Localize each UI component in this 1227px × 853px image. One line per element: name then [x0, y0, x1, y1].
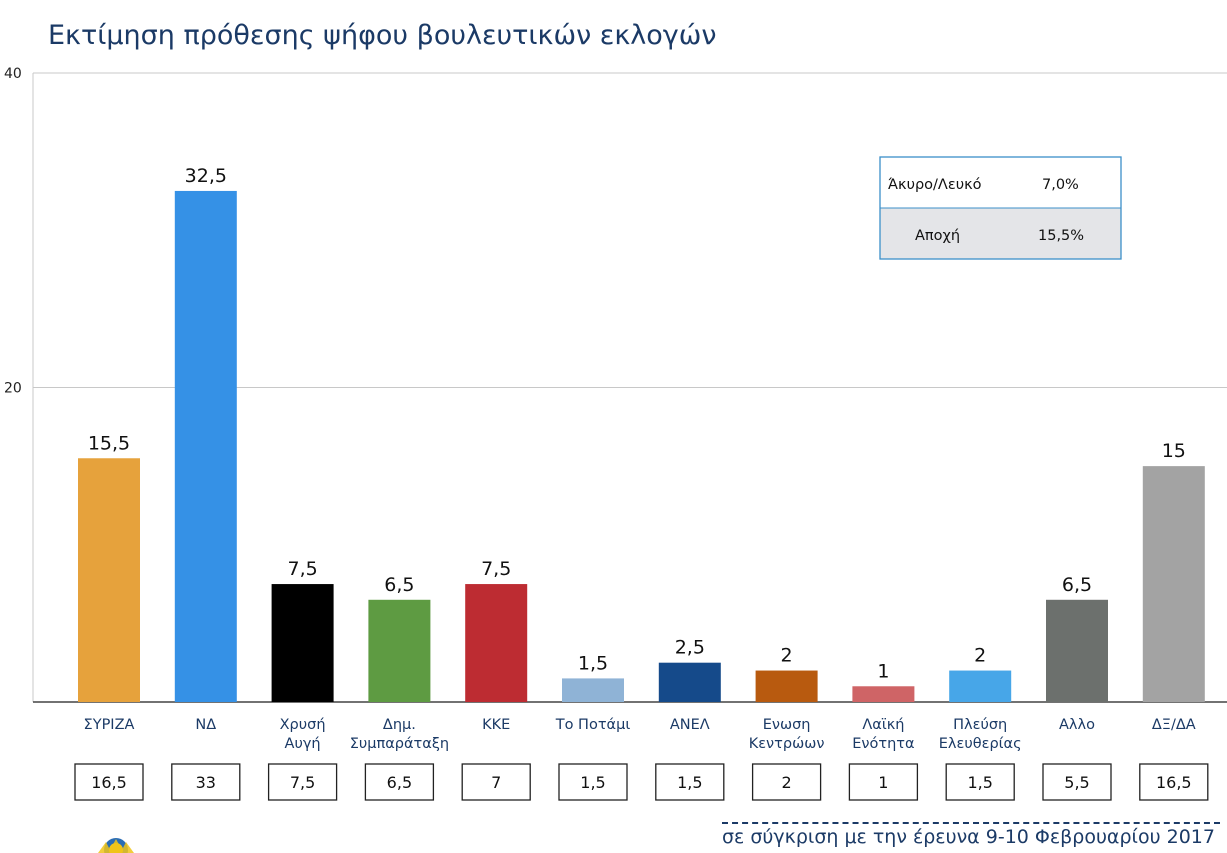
comparison-value: 16,5	[1156, 773, 1192, 792]
comparison-box	[558, 763, 628, 801]
category-label: Ενωση Κεντρώων	[749, 717, 825, 752]
comparison-box	[267, 763, 338, 801]
bar	[368, 599, 431, 702]
category-label: Το Ποτάμι	[555, 717, 631, 733]
comparison-value: 7,5	[290, 773, 315, 792]
comparison-box	[848, 763, 919, 801]
category-label: Πλεύση Ελευθερίας	[939, 717, 1022, 752]
legend-box: Άκυρο/Λευκό 7,0% Αποχή 15,5%	[879, 156, 1122, 260]
bar	[949, 670, 1012, 702]
comparison-value: 2	[782, 773, 792, 792]
data-label: 6,5	[1062, 574, 1092, 596]
comparison-box	[751, 763, 822, 801]
legend-row-bg	[880, 208, 1121, 259]
bar	[658, 662, 721, 702]
legend-row-value: 15,5%	[1038, 228, 1084, 244]
data-label: 15	[1162, 440, 1186, 462]
comparison-value: 16,5	[91, 773, 127, 792]
comparison-value: 6,5	[387, 773, 412, 792]
data-label: 7,5	[287, 558, 317, 580]
comparison-box	[74, 763, 144, 801]
comparison-box	[1042, 763, 1112, 801]
category-label: Χρυσή Αυγή	[280, 717, 326, 752]
category-label: ΝΔ	[195, 717, 216, 733]
legend-row-label: Αποχή	[915, 228, 960, 244]
bar	[755, 670, 818, 702]
comparison-boxes: 16,5 33 7,5 6,5 7 1,5 1,5 2 1 1,5 5,5 16,5	[74, 763, 1209, 801]
category-label: Αλλο	[1059, 717, 1095, 733]
data-label: 2	[781, 645, 793, 667]
comparison-value: 1	[878, 773, 888, 792]
bar	[1142, 466, 1205, 702]
bars-layer	[78, 190, 1205, 702]
comparison-value: 1,5	[967, 773, 992, 792]
data-label: 2	[974, 645, 986, 667]
bar	[465, 584, 528, 702]
comparison-box	[364, 763, 435, 801]
category-label: Δημ. Συμπαράταξη	[350, 717, 449, 752]
bar	[271, 584, 334, 702]
category-label: ΚΚΕ	[482, 717, 510, 733]
category-label: ΣΥΡΙΖΑ	[84, 717, 135, 733]
data-label: 7,5	[481, 558, 511, 580]
labels-layer: 15,5 32,5 7,5 6,5 7,5 1,5 2,5 2 1 2 6,5 15	[88, 165, 1186, 682]
logo-emblem	[98, 838, 134, 853]
legend-row-value: 7,0%	[1042, 177, 1079, 193]
data-label: 6,5	[384, 574, 414, 596]
bar	[174, 190, 237, 702]
comparison-value: 5,5	[1064, 773, 1089, 792]
comparison-box	[655, 763, 725, 801]
category-label: ΔΞ/ΔΑ	[1152, 717, 1196, 733]
data-label: 1,5	[578, 652, 608, 674]
data-label: 1	[877, 660, 889, 682]
bar	[852, 686, 915, 702]
comparison-box	[461, 763, 531, 801]
comparison-box	[1139, 763, 1209, 801]
y-tick-label: 40	[4, 66, 22, 82]
data-label: 2,5	[675, 637, 705, 659]
comparison-value: 33	[196, 773, 216, 792]
category-labels: ΣΥΡΙΖΑ ΝΔ Χρυσή Αυγή Δημ. Συμπαράταξη ΚΚΕ Το Πο…	[84, 717, 1196, 752]
category-label: ΑΝΕΛ	[670, 717, 710, 733]
data-label: 32,5	[185, 165, 227, 187]
legend-row-label: Άκυρο/Λευκό	[888, 177, 982, 193]
comparison-box	[171, 763, 241, 801]
footnote: σε σύγκριση με την έρευνα 9-10 Φεβρουαρί…	[722, 822, 1220, 848]
data-label: 15,5	[88, 432, 130, 454]
comparison-value: 7	[491, 773, 501, 792]
comparison-value: 1,5	[580, 773, 605, 792]
y-tick-label: 20	[4, 381, 22, 397]
bar	[1046, 599, 1108, 702]
category-label: Λαϊκή Ενότητα	[852, 717, 914, 752]
comparison-box	[945, 763, 1015, 801]
page-title: Εκτίμηση πρόθεσης ψήφου βουλευτικών εκλο…	[48, 20, 717, 51]
comparison-value: 1,5	[677, 773, 702, 792]
bar	[562, 678, 624, 702]
bar	[78, 458, 140, 702]
